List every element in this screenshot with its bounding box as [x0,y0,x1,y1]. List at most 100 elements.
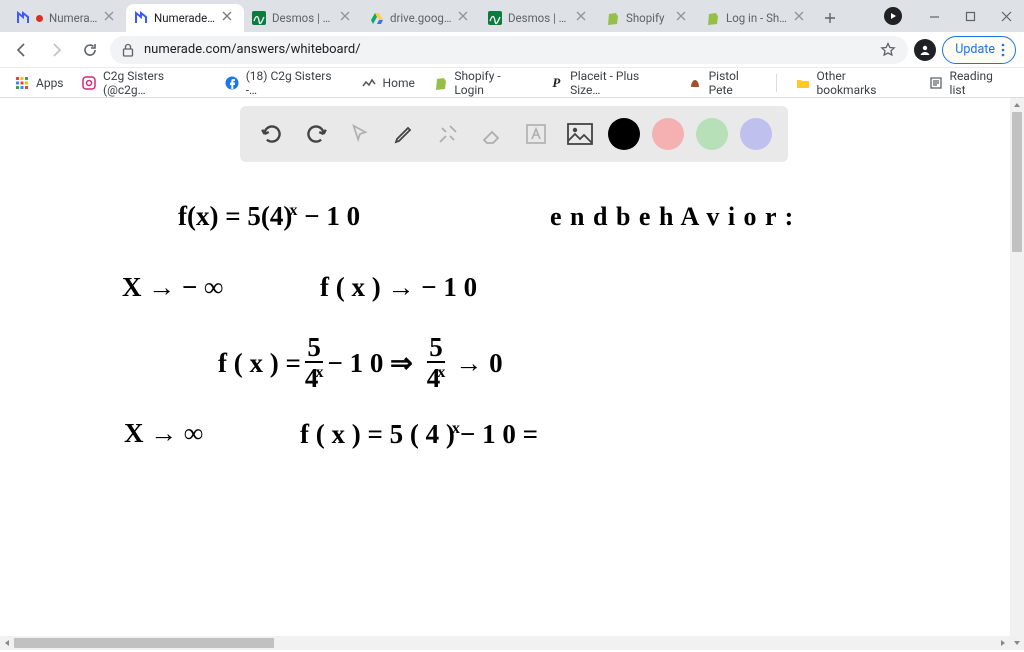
bookmarks-bar: Apps C2g Sisters (@c2g… (18) C2g Sisters -… [0,68,1024,98]
bookmark-label: Placeit - Plus Size… [570,69,669,97]
limit-pos-inf-eq: f ( x ) = 5 ( 4 )x− 1 0 = [300,420,538,448]
close-tab-icon[interactable] [104,11,118,25]
browser-tab[interactable]: Log in - Shopify [698,4,816,32]
bookmark-label: C2g Sisters (@c2g… [103,69,206,97]
bookmark-label: Apps [36,76,64,90]
instagram-icon [82,75,97,91]
browser-tab[interactable]: Desmos | Graphing [244,4,362,32]
back-button[interactable] [8,36,36,64]
address-bar[interactable]: numerade.com/answers/whiteboard/ [110,36,908,64]
browser-tab[interactable]: drive.google.com [362,4,480,32]
bookmark-label: Other bookmarks [817,69,906,97]
desmos-favicon-icon [488,11,502,25]
color-black[interactable] [608,118,640,150]
color-green[interactable] [696,118,728,150]
new-tab-button[interactable] [816,4,844,32]
bookmark-label: Shopify - Login [454,69,530,97]
equation-line-1: f(x) = 5(4)x − 1 0 [178,202,360,230]
forward-button[interactable] [42,36,70,64]
close-tab-icon[interactable] [576,11,590,25]
lock-icon [122,43,134,57]
tab-title: Desmos | Graphing [272,11,334,25]
shopify-favicon-icon [706,11,720,25]
bookmark-item[interactable]: Pistol Pete [683,67,768,99]
bookmark-label: Home [383,76,415,90]
close-tab-icon[interactable] [458,11,472,25]
pointer-tool[interactable] [344,118,376,150]
browser-toolbar: numerade.com/answers/whiteboard/ Update [0,32,1024,68]
bookmark-item[interactable]: Home [357,73,419,93]
bookmark-label: Pistol Pete [709,69,764,97]
maximize-button[interactable] [952,0,988,32]
url-text: numerade.com/answers/whiteboard/ [144,42,361,57]
bookmark-item[interactable]: (18) C2g Sisters -… [220,67,346,99]
tools-icon[interactable] [432,118,464,150]
scroll-right-button[interactable] [996,636,1010,650]
redo-button[interactable] [300,118,332,150]
star-icon[interactable] [880,42,896,58]
scroll-thumb[interactable] [1012,112,1022,252]
browser-tab[interactable]: Numerade Whiteboard [126,4,244,32]
close-tab-icon[interactable] [794,11,808,25]
bookmark-item[interactable]: Shopify - Login [429,67,535,99]
desmos-favicon-icon [252,11,266,25]
text-tool[interactable] [520,118,552,150]
numerade-favicon-icon [134,11,148,25]
browser-tab[interactable]: Shopify [598,4,698,32]
browser-tab[interactable]: Numerade [8,4,126,32]
pen-tool[interactable] [388,118,420,150]
facebook-icon [224,75,239,91]
close-tab-icon[interactable] [222,11,236,25]
kebab-icon [1001,43,1005,57]
folder-icon [795,75,811,91]
scroll-up-button[interactable] [1010,98,1024,112]
placeit-icon: P [549,75,564,91]
update-button[interactable]: Update [942,36,1016,64]
color-pink[interactable] [652,118,684,150]
tab-strip: Numerade Numerade Whiteboard Desmos | Grap… [0,0,1024,32]
tab-title: Numerade Whiteboard [154,11,216,25]
bookmark-item[interactable]: P Placeit - Plus Size… [545,67,673,99]
limit-neg-inf-result: f ( x ) → − 1 0 [320,274,477,301]
tab-title: Shopify [626,11,670,25]
apps-icon [14,75,30,91]
bookmark-item[interactable]: Reading list [924,67,1014,99]
close-tab-icon[interactable] [340,11,354,25]
reload-button[interactable] [76,36,104,64]
media-indicator-icon[interactable] [884,7,902,25]
recording-indicator-icon [36,15,43,22]
label-end-behavior: e n d b e h A v i o r : [550,204,794,230]
update-label: Update [955,42,995,57]
close-tab-icon[interactable] [676,11,690,25]
vertical-scrollbar[interactable] [1010,98,1024,650]
browser-tab[interactable]: Desmos | Matrix [480,4,598,32]
image-tool[interactable] [564,118,596,150]
tab-title: Desmos | Matrix [508,11,570,25]
page-content: f(x) = 5(4)x − 1 0 e n d b e h A v i o r… [0,98,1024,650]
close-window-button[interactable] [988,0,1024,32]
window-controls [884,0,1024,32]
shopify-favicon-icon [606,11,620,25]
equation-line-3: f ( x ) = 54x − 1 0 ⇒ 54x → 0 [218,334,503,392]
bookmark-label: (18) C2g Sisters -… [246,69,343,97]
eraser-tool[interactable] [476,118,508,150]
undo-button[interactable] [256,118,288,150]
tab-title: drive.google.com [390,11,452,25]
color-purple[interactable] [740,118,772,150]
scroll-left-button[interactable] [0,636,14,650]
hscroll-thumb[interactable] [14,638,274,648]
minimize-button[interactable] [916,0,952,32]
tab-title: Numerade [49,11,98,25]
bookmark-item[interactable]: C2g Sisters (@c2g… [78,67,211,99]
horizontal-scrollbar[interactable] [0,636,1010,650]
numerade-favicon-icon [16,11,30,25]
scroll-down-button[interactable] [1010,636,1024,650]
shopify-icon [433,75,448,91]
bookmark-item[interactable]: Other bookmarks [791,67,910,99]
profile-avatar[interactable] [914,39,936,61]
pete-icon [687,75,702,91]
limit-neg-inf: X → − ∞ [122,274,223,301]
bookmark-label: Reading list [950,69,1010,97]
bookmark-item[interactable]: Apps [10,73,68,93]
whiteboard-toolbar [240,106,788,162]
